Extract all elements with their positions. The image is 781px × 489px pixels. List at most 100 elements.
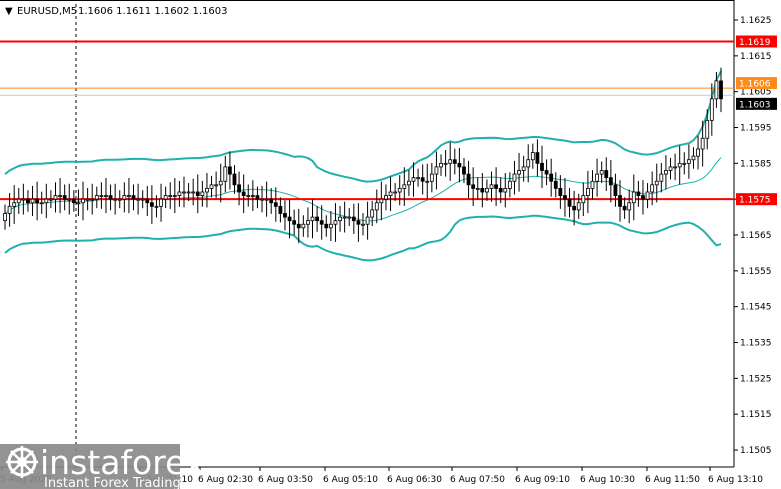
candle-bull: [154, 205, 159, 208]
candle-bear: [232, 173, 237, 186]
candle-bull: [576, 202, 581, 211]
candle-bull: [581, 195, 586, 204]
candle-bull: [122, 195, 127, 200]
y-tick-label: 1.1585: [740, 159, 772, 169]
candle-bear: [452, 159, 457, 164]
instaforex-logo-icon: [6, 446, 38, 478]
candle-bear: [604, 170, 609, 179]
watermark-tagline: Instant Forex Trading: [44, 476, 181, 489]
candle-bear: [641, 195, 645, 200]
candle-bull: [507, 180, 512, 189]
candle-bear: [273, 202, 278, 207]
candle-bull: [475, 188, 480, 190]
candle-bull: [99, 195, 104, 197]
x-tick-label: 6 Aug 11:50: [645, 475, 700, 485]
candle-bear: [563, 195, 567, 200]
candle-bull: [3, 213, 7, 222]
candle-bull: [347, 216, 352, 219]
candle-bull: [370, 209, 375, 218]
candle-bull: [163, 195, 168, 200]
candle-bear: [462, 166, 466, 175]
candle-bear: [149, 202, 154, 207]
candle-bull: [218, 180, 223, 186]
candle-bull: [94, 195, 99, 200]
candle-bull: [301, 223, 306, 229]
candle-bear: [567, 198, 572, 207]
candle-bear: [227, 166, 232, 175]
candle-bear: [618, 195, 622, 207]
price-tag-label: 1.1619: [739, 38, 771, 48]
candle-bull: [209, 184, 214, 189]
header-symbol: EURUSD,M5: [17, 6, 77, 17]
candle-bull: [489, 184, 494, 189]
candle-bull: [214, 184, 219, 187]
candle-bear: [558, 188, 563, 196]
candle-bull: [67, 198, 72, 201]
candle-bull: [48, 198, 53, 201]
candle-bull: [159, 198, 163, 207]
candle-bull: [686, 159, 691, 164]
candle-bull: [517, 170, 521, 175]
candle-bull: [21, 198, 26, 201]
candle-bear: [255, 195, 260, 200]
candle-bull: [512, 173, 517, 182]
horizontal-levels[interactable]: [0, 40, 734, 201]
price-tag-label: 1.1603: [739, 100, 771, 110]
candle-bull: [76, 202, 81, 205]
candle-bear: [195, 191, 200, 196]
candle-bull: [668, 166, 673, 171]
candle-bear: [315, 216, 320, 222]
x-tick-label: 6 Aug 10:30: [580, 475, 635, 485]
candle-bull: [682, 162, 687, 165]
candle-bear: [71, 198, 76, 204]
x-tick-label: 6 Aug 13:10: [708, 475, 763, 485]
candle-bull: [39, 202, 44, 205]
candle-bull: [333, 220, 338, 225]
y-tick-label: 1.1565: [740, 231, 772, 241]
candle-bear: [351, 216, 356, 222]
candle-bull: [53, 195, 58, 200]
price-tag-support: [736, 193, 777, 206]
candle-bull: [590, 180, 595, 189]
price-tag-label: 1.1575: [739, 196, 771, 206]
price-tag-resistance: [736, 35, 777, 48]
candle-bear: [237, 184, 241, 193]
candle-bear: [287, 216, 292, 222]
y-tick-label: 1.1605: [740, 88, 772, 98]
candle-bull: [328, 223, 333, 229]
candle-bear: [466, 173, 471, 186]
candle-bear: [35, 198, 40, 204]
candle-bull: [659, 173, 664, 182]
candle-bull: [384, 195, 388, 200]
y-tick-label: 1.1535: [740, 339, 772, 349]
candle-bear: [241, 191, 246, 196]
candle-bull: [627, 202, 632, 211]
x-tick-label: 6 Aug 07:50: [450, 475, 505, 485]
candle-bull: [264, 198, 269, 201]
candle-bull: [342, 216, 347, 219]
candle-bull: [12, 202, 17, 207]
candle-bull: [645, 191, 650, 200]
candle-bear: [296, 223, 301, 229]
candle-bull: [374, 202, 379, 211]
candle-bear: [471, 184, 476, 189]
candle-bull: [379, 198, 384, 204]
chart-header: ▼ EURUSD,M5 1.1606 1.1611 1.1602 1.1603: [5, 6, 228, 17]
candle-bear: [324, 223, 329, 229]
candle-bull: [117, 198, 122, 201]
candle-bull: [58, 195, 62, 197]
candle-bear: [356, 220, 361, 225]
candle-bull: [85, 198, 90, 201]
candle-bull: [406, 180, 411, 186]
x-tick-label: 6 Aug 05:10: [323, 475, 378, 485]
x-tick-label: 6 Aug 02:30: [198, 475, 253, 485]
candle-bear: [145, 198, 150, 204]
header-arrow-icon[interactable]: ▼: [5, 6, 13, 17]
price-tag-bid: [736, 77, 777, 90]
candle-bear: [494, 184, 499, 189]
candle-bull: [650, 184, 655, 193]
candle-bull: [654, 180, 659, 186]
candle-bull: [696, 148, 700, 157]
y-tick-label: 1.1615: [740, 52, 772, 62]
